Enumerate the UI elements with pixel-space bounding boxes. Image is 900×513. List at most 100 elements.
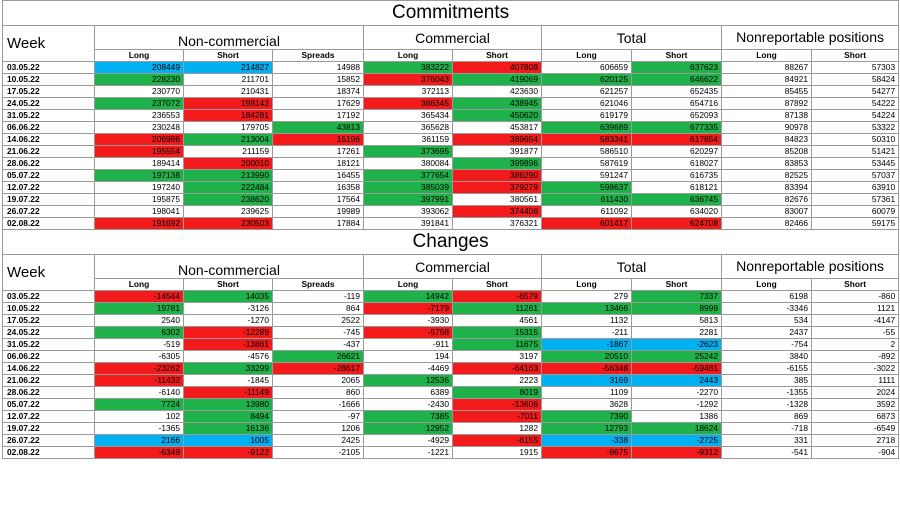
- c-long-cell: 385039: [363, 181, 453, 194]
- c-long-cell: -1221: [363, 446, 453, 459]
- nc-short-cell: 213990: [183, 169, 273, 182]
- nr-long-cell: 83007: [721, 205, 812, 218]
- t-long-cell: 621046: [541, 97, 632, 110]
- spreads-cell: 2522: [272, 314, 364, 327]
- commitments-row: 17.05.22 230770 210431 18374 372113 423630 621…: [2, 85, 900, 98]
- changes-row: 24.05.22 6302 -12289 -745 -5768 15315 -211 2281…: [2, 326, 900, 339]
- spreads-cell: 16358: [272, 181, 364, 194]
- nr-long-cell: -541: [721, 446, 812, 459]
- commitments-row: 26.07.22 198041 239625 19989 393062 374406 611…: [2, 205, 900, 218]
- noncommercial-header: Non-commercial: [94, 254, 364, 279]
- nc-long-cell: 230770: [94, 85, 184, 98]
- spreads-cell: 2425: [272, 434, 364, 447]
- nr-long-cell: 88267: [721, 61, 812, 74]
- nr-short-cell: -4147: [810, 314, 900, 327]
- commitments-body: 03.05.22 208449 214827 14988 383222 407808 606…: [2, 61, 900, 230]
- week-cell: 31.05.22: [2, 109, 95, 122]
- commitments-row: 31.05.22 236553 184281 17192 365434 450620 619…: [2, 109, 900, 122]
- t-long-cell: 606659: [541, 61, 632, 74]
- nr-short-cell: 54224: [810, 109, 900, 122]
- nr-long-cell: 6198: [721, 290, 812, 303]
- nc-long-cell: 206986: [94, 133, 184, 146]
- nc-short-cell: -13861: [183, 338, 273, 351]
- c-long-cell: -5768: [363, 326, 453, 339]
- week-cell: 17.05.22: [2, 85, 95, 98]
- nc-long-cell: 237072: [94, 97, 184, 110]
- nr-long-cell: 85208: [721, 145, 812, 158]
- t-long-cell: 586510: [541, 145, 632, 158]
- week-cell: 21.06.22: [2, 374, 95, 387]
- spreads-cell: 26621: [272, 350, 364, 363]
- commitments-row: 19.07.22 195875 238620 17564 397991 380561 611…: [2, 193, 900, 206]
- t-short-cell: -59481: [631, 362, 722, 375]
- nr-short-cell: 54222: [810, 97, 900, 110]
- spreads-cell: 43813: [272, 121, 364, 134]
- spreads-header: Spreads: [272, 49, 364, 62]
- nc-long-cell: 2166: [94, 434, 184, 447]
- changes-group-header: Week Non-commercial Commercial Total Non…: [2, 254, 900, 291]
- t-short-cell: -2725: [631, 434, 722, 447]
- c-short-cell: -6579: [452, 290, 542, 303]
- c-long-header: Long: [363, 49, 453, 62]
- changes-row: 02.08.22 -6349 -9122 -2105 -1221 1915 -9675 -93…: [2, 446, 900, 459]
- week-cell: 02.08.22: [2, 217, 95, 230]
- changes-sub-header: Long Short Spreads Long Short Long Short…: [3, 278, 900, 291]
- t-long-cell: -56348: [541, 362, 632, 375]
- commitments-group-header: Week Non-commercial Commercial Total Non…: [2, 25, 900, 62]
- t-long-cell: 13466: [541, 302, 632, 315]
- c-long-cell: 377654: [363, 169, 453, 182]
- commitments-row: 05.07.22 197138 213990 16455 377654 386290 591…: [2, 169, 900, 182]
- nr-long-cell: 84921: [721, 73, 812, 86]
- nr-long-cell: 2437: [721, 326, 812, 339]
- cot-table: Commitments Week Non-commercial Commerci…: [1, 0, 900, 459]
- t-short-cell: 637623: [631, 61, 722, 74]
- t-long-cell: 3628: [541, 398, 632, 411]
- week-cell: 26.07.22: [2, 434, 95, 447]
- nc-short-cell: -3126: [183, 302, 273, 315]
- c-long-cell: 361159: [363, 133, 453, 146]
- nc-short-cell: 198142: [183, 97, 273, 110]
- t-long-cell: 621257: [541, 85, 632, 98]
- changes-body: 03.05.22 -14544 14035 -119 14942 -6579 279 7337…: [2, 290, 900, 459]
- nc-short-cell: 33299: [183, 362, 273, 375]
- c-long-cell: -4929: [363, 434, 453, 447]
- spreads-cell: 18374: [272, 85, 364, 98]
- nr-short-cell: 63910: [810, 181, 900, 194]
- nc-short-cell: -4576: [183, 350, 273, 363]
- t-short-cell: 624708: [631, 217, 722, 230]
- c-short-cell: 1282: [452, 422, 542, 435]
- c-short-cell: 380561: [452, 193, 542, 206]
- nr-long-cell: 331: [721, 434, 812, 447]
- spreads-cell: 17192: [272, 109, 364, 122]
- nr-short-cell: 6873: [810, 410, 900, 423]
- c-short-cell: 4561: [452, 314, 542, 327]
- t-long-cell: 3169: [541, 374, 632, 387]
- nc-long-cell: 2540: [94, 314, 184, 327]
- nc-long-cell: 208449: [94, 61, 184, 74]
- nr-short-cell: 50310: [810, 133, 900, 146]
- c-long-cell: 383222: [363, 61, 453, 74]
- nc-short-cell: -1845: [183, 374, 273, 387]
- commitments-title: Commitments: [1, 0, 900, 26]
- week-cell: 14.06.22: [2, 133, 95, 146]
- nc-long-cell: -6140: [94, 386, 184, 399]
- t-long-cell: 639689: [541, 121, 632, 134]
- week-cell: 24.05.22: [2, 97, 95, 110]
- c-short-cell: 376321: [452, 217, 542, 230]
- c-long-cell: -4469: [363, 362, 453, 375]
- nr-short-cell: 2718: [810, 434, 900, 447]
- nc-long-cell: 191692: [94, 217, 184, 230]
- nc-long-cell: 7724: [94, 398, 184, 411]
- t-short-cell: -2270: [631, 386, 722, 399]
- t-long-cell: 7390: [541, 410, 632, 423]
- c-short-cell: -7011: [452, 410, 542, 423]
- nc-short-cell: 222484: [183, 181, 273, 194]
- c-long-cell: 7385: [363, 410, 453, 423]
- week-cell: 02.08.22: [2, 446, 95, 459]
- c-long-cell: 12952: [363, 422, 453, 435]
- c-long-cell: 373695: [363, 145, 453, 158]
- t-short-cell: 1386: [631, 410, 722, 423]
- spreads-header: Spreads: [272, 278, 364, 291]
- c-short-cell: -6155: [452, 434, 542, 447]
- total-header: Total: [541, 25, 722, 50]
